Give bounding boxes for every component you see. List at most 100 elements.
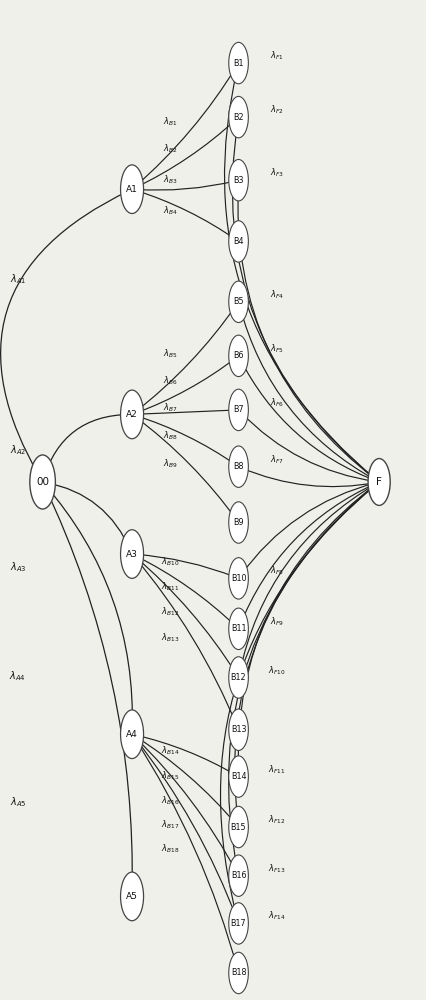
Text: $\lambda_{B13}$: $\lambda_{B13}$ bbox=[161, 631, 180, 644]
Circle shape bbox=[229, 903, 248, 944]
Circle shape bbox=[229, 855, 248, 896]
FancyArrowPatch shape bbox=[225, 66, 377, 480]
Text: B12: B12 bbox=[231, 673, 246, 682]
FancyArrowPatch shape bbox=[134, 65, 237, 187]
FancyArrowPatch shape bbox=[135, 190, 236, 240]
Text: F: F bbox=[376, 477, 382, 487]
Text: $\lambda_{B18}$: $\lambda_{B18}$ bbox=[161, 843, 180, 855]
FancyArrowPatch shape bbox=[134, 304, 237, 413]
Text: B9: B9 bbox=[233, 518, 244, 527]
Circle shape bbox=[30, 455, 55, 509]
Text: B4: B4 bbox=[233, 237, 244, 246]
FancyArrowPatch shape bbox=[135, 358, 236, 413]
Text: B10: B10 bbox=[231, 574, 246, 583]
FancyArrowPatch shape bbox=[134, 556, 238, 727]
Text: B18: B18 bbox=[231, 968, 246, 977]
Text: $\lambda_{B1}$: $\lambda_{B1}$ bbox=[163, 115, 178, 128]
Circle shape bbox=[229, 221, 248, 262]
Text: $\lambda_{B16}$: $\lambda_{B16}$ bbox=[161, 794, 180, 807]
Text: $\lambda_{B5}$: $\lambda_{B5}$ bbox=[163, 347, 178, 360]
Circle shape bbox=[229, 502, 248, 543]
Circle shape bbox=[229, 806, 248, 848]
Text: $\lambda_{F3}$: $\lambda_{F3}$ bbox=[270, 167, 284, 179]
Circle shape bbox=[229, 335, 248, 377]
Text: 00: 00 bbox=[36, 477, 49, 487]
Text: $\lambda_{F7}$: $\lambda_{F7}$ bbox=[270, 453, 284, 466]
Text: $\lambda_{F14}$: $\lambda_{F14}$ bbox=[268, 910, 286, 922]
Text: $\lambda_{B6}$: $\lambda_{B6}$ bbox=[163, 374, 178, 387]
Text: A4: A4 bbox=[126, 730, 138, 739]
FancyArrowPatch shape bbox=[135, 410, 236, 414]
Text: $\lambda_{B3}$: $\lambda_{B3}$ bbox=[163, 174, 178, 186]
Circle shape bbox=[229, 756, 248, 797]
Text: B3: B3 bbox=[233, 176, 244, 185]
Circle shape bbox=[229, 446, 248, 487]
FancyArrowPatch shape bbox=[238, 183, 377, 480]
Text: $\lambda_{F1}$: $\lambda_{F1}$ bbox=[270, 50, 284, 62]
FancyArrowPatch shape bbox=[240, 483, 377, 576]
Text: $\lambda_{B7}$: $\lambda_{B7}$ bbox=[163, 401, 178, 414]
Text: $\lambda_{F10}$: $\lambda_{F10}$ bbox=[268, 664, 286, 677]
Text: A1: A1 bbox=[126, 185, 138, 194]
Text: B13: B13 bbox=[231, 725, 246, 734]
FancyArrowPatch shape bbox=[238, 484, 377, 774]
Text: A2: A2 bbox=[126, 410, 138, 419]
Text: $\lambda_{B10}$: $\lambda_{B10}$ bbox=[161, 555, 180, 568]
FancyArrowPatch shape bbox=[135, 181, 236, 190]
Text: B1: B1 bbox=[233, 59, 244, 68]
FancyArrowPatch shape bbox=[44, 484, 132, 894]
FancyArrowPatch shape bbox=[233, 120, 377, 480]
Text: B6: B6 bbox=[233, 351, 244, 360]
Text: $\lambda_{F2}$: $\lambda_{F2}$ bbox=[270, 104, 284, 116]
Circle shape bbox=[121, 165, 144, 214]
Text: A5: A5 bbox=[126, 892, 138, 901]
Text: B8: B8 bbox=[233, 462, 244, 471]
Text: $\lambda_{A5}$: $\lambda_{A5}$ bbox=[10, 795, 26, 809]
Text: $\lambda_{B12}$: $\lambda_{B12}$ bbox=[161, 605, 179, 618]
Text: B14: B14 bbox=[231, 772, 246, 781]
FancyArrowPatch shape bbox=[134, 556, 237, 675]
FancyArrowPatch shape bbox=[45, 482, 131, 551]
Circle shape bbox=[229, 42, 248, 84]
FancyArrowPatch shape bbox=[134, 737, 238, 970]
Text: B11: B11 bbox=[231, 624, 246, 633]
FancyArrowPatch shape bbox=[135, 736, 237, 825]
Text: $\lambda_{B14}$: $\lambda_{B14}$ bbox=[161, 745, 180, 757]
Text: B15: B15 bbox=[231, 823, 246, 832]
Text: $\lambda_{A1}$: $\lambda_{A1}$ bbox=[10, 272, 26, 286]
FancyArrowPatch shape bbox=[44, 484, 132, 731]
FancyArrowPatch shape bbox=[240, 358, 377, 481]
FancyArrowPatch shape bbox=[221, 484, 377, 921]
Circle shape bbox=[121, 710, 144, 759]
FancyArrowPatch shape bbox=[228, 484, 377, 873]
Text: B17: B17 bbox=[231, 919, 246, 928]
FancyArrowPatch shape bbox=[134, 736, 238, 921]
FancyArrowPatch shape bbox=[239, 483, 377, 675]
Text: $\lambda_{F9}$: $\lambda_{F9}$ bbox=[270, 615, 284, 628]
Circle shape bbox=[121, 872, 144, 921]
FancyArrowPatch shape bbox=[0, 190, 130, 480]
FancyArrowPatch shape bbox=[135, 415, 236, 465]
Text: $\lambda_{A2}$: $\lambda_{A2}$ bbox=[10, 444, 26, 457]
Text: $\lambda_{F8}$: $\lambda_{F8}$ bbox=[270, 565, 284, 577]
FancyArrowPatch shape bbox=[134, 736, 237, 873]
Text: $\lambda_{F6}$: $\lambda_{F6}$ bbox=[270, 396, 284, 409]
Text: $\lambda_{B17}$: $\lambda_{B17}$ bbox=[161, 818, 180, 831]
Circle shape bbox=[229, 159, 248, 201]
Circle shape bbox=[368, 459, 390, 505]
Text: $\lambda_{F13}$: $\lambda_{F13}$ bbox=[268, 862, 286, 875]
Text: $\lambda_{B11}$: $\lambda_{B11}$ bbox=[161, 581, 179, 593]
Circle shape bbox=[229, 952, 248, 994]
FancyArrowPatch shape bbox=[239, 304, 377, 481]
Text: B2: B2 bbox=[233, 113, 244, 122]
FancyArrowPatch shape bbox=[239, 483, 377, 626]
Circle shape bbox=[229, 657, 248, 698]
Text: $\lambda_{B4}$: $\lambda_{B4}$ bbox=[163, 205, 178, 217]
FancyArrowPatch shape bbox=[241, 468, 377, 487]
Circle shape bbox=[229, 608, 248, 650]
Circle shape bbox=[229, 96, 248, 138]
Text: B16: B16 bbox=[231, 871, 246, 880]
Circle shape bbox=[229, 281, 248, 323]
Text: B5: B5 bbox=[233, 297, 244, 306]
Text: $\lambda_{F11}$: $\lambda_{F11}$ bbox=[268, 763, 286, 776]
